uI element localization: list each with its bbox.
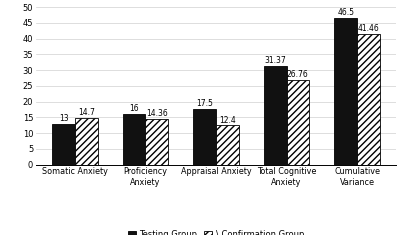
Text: 14.36: 14.36 bbox=[146, 109, 168, 118]
Bar bbox=[52, 124, 75, 164]
Bar bbox=[357, 34, 380, 164]
Text: 13: 13 bbox=[59, 114, 68, 123]
Bar bbox=[216, 125, 238, 164]
Bar bbox=[194, 109, 216, 164]
Text: 26.76: 26.76 bbox=[287, 70, 309, 79]
Bar bbox=[146, 119, 168, 164]
Legend: Testing Group, \ Confirmation Group: Testing Group, \ Confirmation Group bbox=[124, 227, 308, 235]
Bar bbox=[286, 80, 309, 164]
Text: 41.46: 41.46 bbox=[358, 24, 379, 33]
Text: 17.5: 17.5 bbox=[196, 99, 213, 108]
Bar bbox=[264, 66, 286, 164]
Text: 16: 16 bbox=[129, 104, 139, 113]
Bar bbox=[334, 18, 357, 164]
Bar bbox=[75, 118, 98, 164]
Bar bbox=[123, 114, 146, 164]
Text: 31.37: 31.37 bbox=[264, 56, 286, 65]
Text: 12.4: 12.4 bbox=[219, 116, 236, 125]
Text: 14.7: 14.7 bbox=[78, 108, 95, 117]
Text: 46.5: 46.5 bbox=[337, 8, 354, 17]
